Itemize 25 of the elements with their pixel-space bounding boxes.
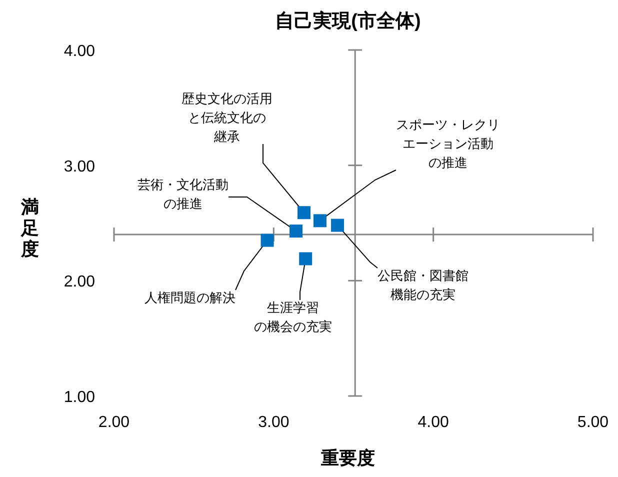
x-tick-label: 3.00 bbox=[258, 414, 290, 431]
x-axis-title: 重要度 bbox=[320, 448, 375, 468]
y-tick-label: 1.00 bbox=[64, 389, 96, 406]
annotation: 人権問題の解決 bbox=[144, 290, 236, 305]
point bbox=[299, 252, 312, 266]
annotation: スポーツ・レクリエーション活動の推進 bbox=[396, 117, 500, 170]
annotation: 公民館・図書館機能の充実 bbox=[337, 224, 468, 302]
y-tick-label: 2.00 bbox=[64, 274, 96, 291]
annotation: スポーツ・レクリエーション活動の推進 bbox=[319, 117, 500, 222]
annotation: 公民館・図書館機能の充実 bbox=[378, 268, 468, 302]
x-tick-label: 4.00 bbox=[418, 414, 450, 431]
point bbox=[290, 224, 303, 238]
chart-title: 自己実現(市全体) bbox=[275, 10, 421, 32]
y-tick-label: 4.00 bbox=[64, 43, 96, 60]
y-tick-label: 3.00 bbox=[64, 158, 96, 176]
point bbox=[260, 234, 274, 247]
x-tick-label: 5.00 bbox=[577, 414, 609, 431]
point bbox=[313, 214, 326, 228]
y-axis-title: 満足度 bbox=[20, 197, 39, 259]
x-tick-label: 2.00 bbox=[98, 414, 130, 431]
point bbox=[298, 206, 311, 220]
annotation: 芸術・文化活動の推進 bbox=[138, 177, 297, 232]
annotation: 歴史文化の活用と伝統文化の継承 bbox=[182, 91, 272, 144]
point bbox=[331, 218, 344, 232]
annotation: 芸術・文化活動の推進 bbox=[138, 177, 228, 211]
